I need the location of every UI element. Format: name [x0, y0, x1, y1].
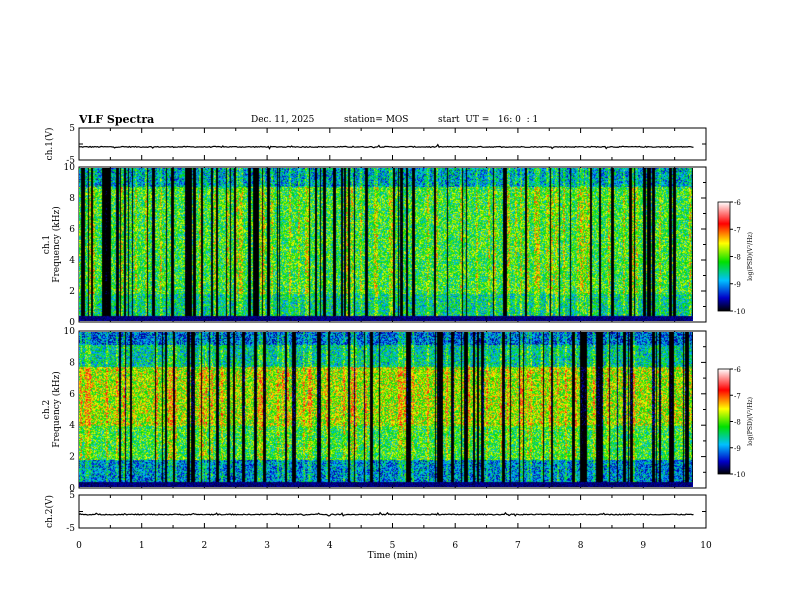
ch2-spectrogram-ytick-label: 4: [69, 421, 75, 431]
ch1-spectrogram-ytick-label: 0: [69, 318, 75, 328]
ch2-spectrogram-ytick-label: 10: [64, 327, 76, 337]
figure-start-time: start UT = 16: 0 : 1: [438, 115, 539, 125]
figure-title: VLF Spectra: [79, 113, 155, 126]
ch1-spectrogram-colorbar-tick-label: -8: [734, 254, 741, 262]
ch1-spectrogram-colorbar-tick-label: -10: [734, 308, 745, 316]
ch2-spectrogram-channel-label: ch.2: [42, 400, 52, 419]
ch2-spectrogram-colorbar-label: log(PSD)(V²/Hz): [747, 397, 754, 446]
ch2-waveform-ytick-label: -5: [66, 524, 75, 534]
x-tick-label: 1: [139, 541, 145, 551]
ch2-waveform-ylabel: ch.2(V): [44, 495, 55, 528]
ch2-spectrogram-colorbar-tick-label: -9: [734, 445, 741, 453]
ch2-spectrogram-colorbar-tick-label: -6: [734, 366, 741, 374]
ch1-spectrogram-ytick-label: 2: [69, 287, 75, 297]
ch1-spectrogram-colorbar-label: log(PSD)(V²/Hz): [747, 232, 754, 281]
x-tick-label: 6: [452, 541, 458, 551]
ch1-waveform-ylabel: ch.1(V): [44, 128, 55, 161]
figure-station: station= MOS: [344, 115, 409, 125]
x-tick-label: 3: [264, 541, 270, 551]
ch1-waveform-ytick-label: 5: [69, 124, 75, 134]
ch1-spectrogram-colorbar: [717, 201, 731, 312]
ch1-spectrogram-channel-label: ch.1: [42, 235, 52, 254]
ch2-spectrogram-ylabel: Frequency (kHz): [51, 371, 62, 448]
x-axis-label: Time (min): [368, 550, 418, 561]
ch1-spectrogram-pixels: [79, 168, 693, 321]
ch2-waveform-ytick-label: 5: [69, 491, 75, 501]
ch2-spectrogram-ytick-label: 8: [69, 358, 75, 368]
ch1-spectrogram-colorbar-tick-label: -9: [734, 281, 741, 289]
ch1-spectrogram-ylabel: Frequency (kHz): [51, 206, 62, 283]
x-tick-label: 4: [327, 541, 333, 551]
ch2-spectrogram-pixels: [79, 332, 693, 487]
ch2-waveform-line: [78, 511, 694, 517]
ch1-spectrogram-colorbar-tick-label: -7: [734, 226, 741, 234]
ch2-spectrogram-ytick-label: 6: [69, 390, 75, 400]
ch2-spectrogram-ytick-label: 2: [69, 453, 75, 463]
ch1-waveform-ytick-label: -5: [66, 156, 75, 166]
x-tick-label: 0: [76, 541, 82, 551]
x-tick-label: 7: [515, 541, 521, 551]
ch1-spectrogram-colorbar-tick-label: -6: [734, 199, 741, 207]
x-tick-label: 5: [390, 541, 396, 551]
ch2-spectrogram-colorbar-tick-label: -8: [734, 419, 741, 427]
ch1-spectrogram-ytick-label: 8: [69, 194, 75, 204]
x-tick-label: 2: [202, 541, 208, 551]
x-tick-label: 8: [578, 541, 584, 551]
ch1-waveform-line: [78, 143, 694, 150]
ch2-spectrogram-colorbar-tick-label: -7: [734, 392, 741, 400]
ch2-spectrogram-colorbar-tick-label: -10: [734, 471, 745, 479]
ch2-spectrogram-colorbar: [717, 368, 731, 475]
ch1-spectrogram-ytick-label: 6: [69, 225, 75, 235]
x-tick-label: 10: [700, 541, 712, 551]
ch1-spectrogram-ytick-label: 10: [64, 163, 76, 173]
ch1-spectrogram-ytick-label: 4: [69, 256, 75, 266]
figure-date: Dec. 11, 2025: [251, 115, 315, 125]
ch2-spectrogram-ytick-label: 0: [69, 484, 75, 494]
x-tick-label: 9: [640, 541, 646, 551]
